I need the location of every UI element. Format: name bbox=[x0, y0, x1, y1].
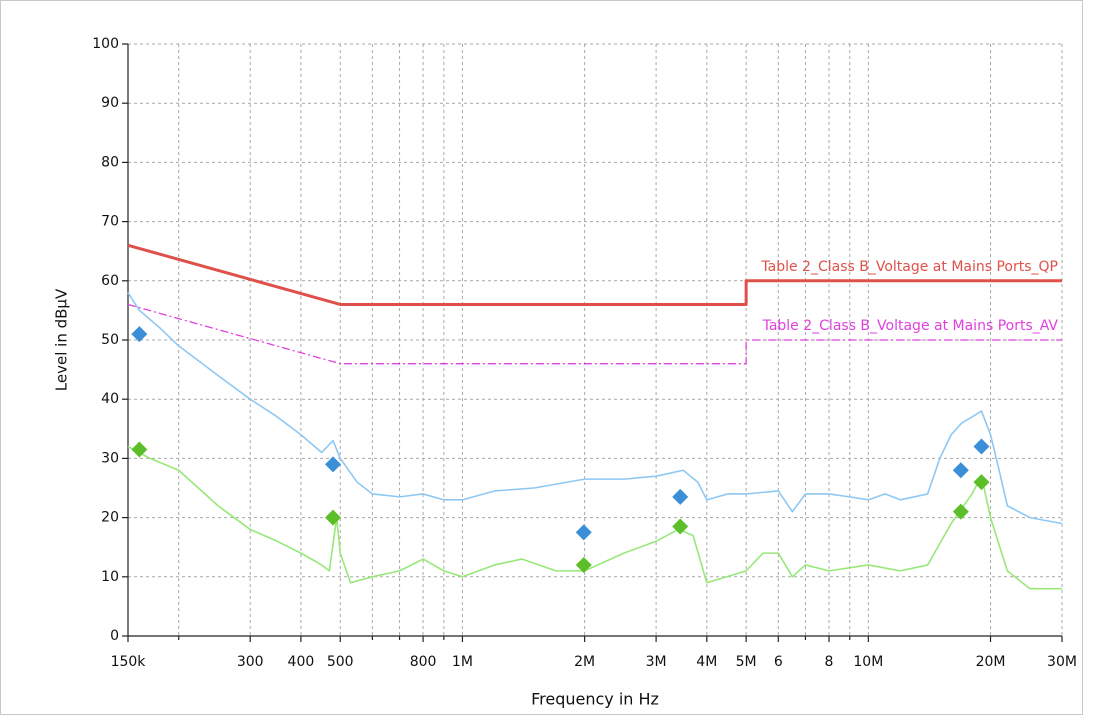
y-tick-label: 10 bbox=[101, 569, 119, 585]
x-tick-label: 300 bbox=[237, 654, 264, 670]
limit-line bbox=[127, 243, 1062, 306]
marker bbox=[973, 438, 990, 455]
x-tick-label: 10M bbox=[853, 654, 883, 670]
x-axis-label: Frequency in Hz bbox=[531, 690, 659, 709]
limit-line bbox=[127, 303, 1062, 365]
y-tick-label: 80 bbox=[101, 154, 119, 170]
x-tick-label: 400 bbox=[288, 654, 315, 670]
marker bbox=[672, 518, 689, 535]
x-tick-label: 3M bbox=[646, 654, 667, 670]
x-tick-label: 30M bbox=[1047, 654, 1077, 670]
marker bbox=[131, 441, 148, 458]
x-tick-label: 4M bbox=[696, 654, 717, 670]
y-tick-label: 0 bbox=[110, 628, 119, 644]
marker bbox=[575, 524, 592, 541]
y-tick-label: 50 bbox=[101, 332, 119, 348]
x-tick-label: 150k bbox=[111, 654, 147, 670]
y-tick-label: 60 bbox=[101, 273, 119, 289]
x-tick-label: 800 bbox=[410, 654, 437, 670]
y-tick-label: 30 bbox=[101, 450, 119, 466]
x-tick-label: 5M bbox=[736, 654, 757, 670]
y-tick-label: 100 bbox=[92, 36, 119, 52]
marker bbox=[325, 456, 342, 473]
y-tick-label: 70 bbox=[101, 214, 119, 230]
marker bbox=[952, 503, 969, 520]
marker bbox=[131, 326, 148, 343]
x-tick-label: 500 bbox=[327, 654, 354, 670]
limit-label: Table 2_Class B_Voltage at Mains Ports_A… bbox=[762, 318, 1059, 334]
marker bbox=[672, 488, 689, 505]
y-axis-label: Level in dBµV bbox=[53, 288, 71, 391]
marker bbox=[973, 474, 990, 491]
x-tick-label: 8 bbox=[825, 654, 834, 670]
y-tick-label: 90 bbox=[101, 95, 119, 111]
x-tick-label: 6 bbox=[774, 654, 783, 670]
y-tick-label: 40 bbox=[101, 391, 119, 407]
x-tick-label: 1M bbox=[452, 654, 473, 670]
x-tick-label: 2M bbox=[574, 654, 595, 670]
trace bbox=[127, 445, 1062, 590]
y-tick-label: 20 bbox=[101, 510, 119, 526]
marker bbox=[952, 462, 969, 479]
x-tick-label: 20M bbox=[976, 654, 1006, 670]
marker bbox=[575, 556, 592, 573]
marker bbox=[325, 509, 342, 526]
limit-label: Table 2_Class B_Voltage at Mains Ports_Q… bbox=[760, 259, 1058, 275]
trace bbox=[127, 292, 1063, 525]
